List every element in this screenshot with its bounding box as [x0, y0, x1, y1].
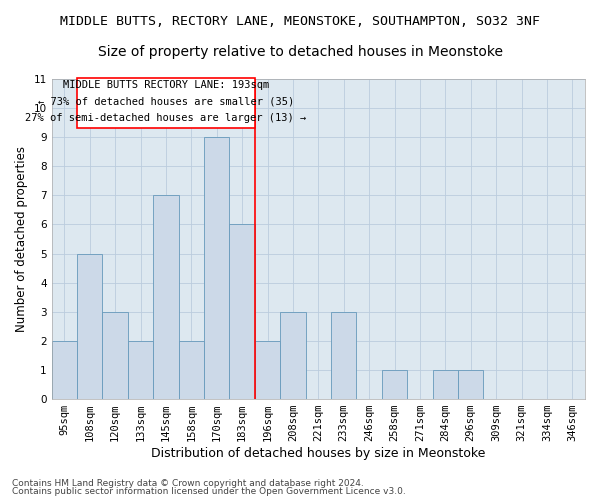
Bar	[382, 370, 407, 399]
Text: Contains HM Land Registry data © Crown copyright and database right 2024.: Contains HM Land Registry data © Crown c…	[12, 478, 364, 488]
Text: 27% of semi-detached houses are larger (13) →: 27% of semi-detached houses are larger (…	[25, 113, 307, 123]
Bar	[458, 370, 484, 399]
Bar	[52, 341, 77, 399]
Bar	[77, 78, 255, 128]
Bar	[331, 312, 356, 399]
Bar	[433, 370, 458, 399]
Bar	[128, 341, 153, 399]
Bar	[229, 224, 255, 399]
Text: MIDDLE BUTTS RECTORY LANE: 193sqm: MIDDLE BUTTS RECTORY LANE: 193sqm	[63, 80, 269, 90]
Text: Size of property relative to detached houses in Meonstoke: Size of property relative to detached ho…	[97, 45, 503, 59]
Bar	[153, 196, 179, 399]
Text: ← 73% of detached houses are smaller (35): ← 73% of detached houses are smaller (35…	[38, 96, 294, 106]
Text: Contains public sector information licensed under the Open Government Licence v3: Contains public sector information licen…	[12, 487, 406, 496]
Bar	[204, 137, 229, 399]
Y-axis label: Number of detached properties: Number of detached properties	[15, 146, 28, 332]
Bar	[280, 312, 305, 399]
Bar	[103, 312, 128, 399]
Text: MIDDLE BUTTS, RECTORY LANE, MEONSTOKE, SOUTHAMPTON, SO32 3NF: MIDDLE BUTTS, RECTORY LANE, MEONSTOKE, S…	[60, 15, 540, 28]
X-axis label: Distribution of detached houses by size in Meonstoke: Distribution of detached houses by size …	[151, 447, 485, 460]
Bar	[255, 341, 280, 399]
Bar	[179, 341, 204, 399]
Bar	[77, 254, 103, 399]
